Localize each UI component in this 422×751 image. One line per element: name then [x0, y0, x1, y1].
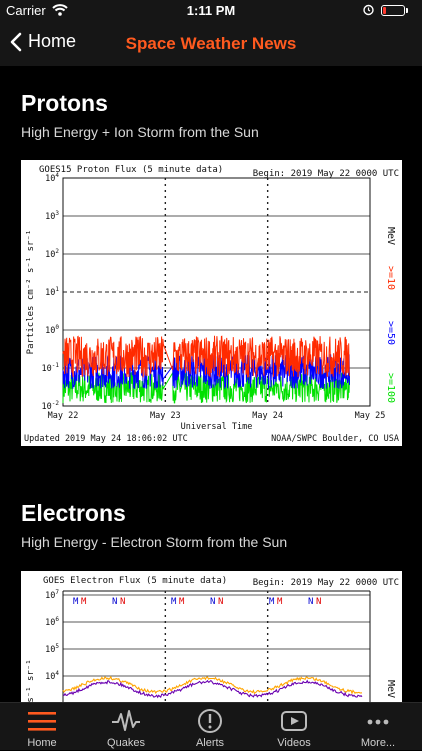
chevron-left-icon — [10, 32, 22, 51]
page-title: Space Weather News — [125, 34, 297, 53]
wifi-icon — [52, 4, 68, 19]
y-tick-label: 103 — [45, 210, 59, 222]
battery-icon — [381, 5, 405, 16]
tab-more-label: More... — [360, 737, 396, 749]
event-marker: M — [171, 597, 177, 607]
x-tick-label: May 25 — [355, 411, 386, 421]
y-tick-exponent: 4 — [55, 172, 59, 179]
tab-quakes[interactable]: Quakes — [84, 703, 168, 751]
legend-entry: >=100 — [385, 373, 396, 403]
tab-bar: Home Quakes Alerts Videos More... — [0, 702, 422, 750]
clock: 1:11 PM — [186, 3, 236, 18]
electron-flux-plot[interactable]: GOES Electron Flux (5 minute data) Begin:… — [21, 571, 402, 702]
y-tick-exponent: 1 — [55, 286, 59, 293]
tab-more[interactable]: More... — [336, 703, 420, 751]
tab-alerts-label: Alerts — [195, 737, 225, 749]
y-tick-exponent: 0 — [55, 324, 59, 331]
back-label: Home — [28, 31, 77, 51]
event-marker: M — [179, 597, 185, 607]
electron-chart: GOES Electron Flux (5 minute data) Begin:… — [26, 576, 399, 702]
y-tick-label: 101 — [45, 286, 59, 298]
chart-begin-label: Begin: 2019 May 22 0000 UTC — [253, 169, 399, 179]
y-tick-exponent: -2 — [52, 400, 60, 407]
battery-level — [383, 7, 386, 14]
y-tick-exponent: -1 — [52, 362, 60, 369]
y-tick-label: 104 — [45, 172, 59, 184]
chart-title: GOES15 Proton Flux (5 minute data) — [39, 165, 223, 175]
series-line-series-purple — [62, 679, 363, 699]
event-marker: N — [112, 597, 117, 607]
navigation-bar: Home Space Weather News — [0, 22, 422, 66]
y-tick-exponent: 5 — [55, 643, 59, 650]
alarm-icon — [362, 3, 375, 19]
content-scroll[interactable]: Protons High Energy + Ion Storm from the… — [0, 66, 422, 702]
tab-home[interactable]: Home — [0, 703, 84, 751]
tab-videos-label: Videos — [277, 737, 311, 749]
legend-entry: >=50 — [385, 321, 396, 345]
back-button[interactable]: Home — [10, 31, 76, 52]
proton-flux-plot[interactable]: GOES15 Proton Flux (5 minute data) Begin:… — [21, 160, 402, 446]
tab-home-label: Home — [27, 737, 57, 749]
legend-entry: >=10 — [385, 266, 396, 290]
electrons-title: Electrons — [21, 500, 126, 526]
status-bar: Carrier 1:11 PM — [0, 0, 422, 22]
event-marker: M — [277, 597, 283, 607]
event-marker: M — [73, 597, 79, 607]
more-icon — [336, 708, 420, 734]
play-icon — [252, 708, 336, 734]
y-tick-exponent: 2 — [55, 248, 59, 255]
chart-begin-label: Begin: 2019 May 22 0000 UTC — [253, 578, 399, 588]
y-axis-label: Particles cm⁻² s⁻¹ sr⁻¹ — [26, 230, 36, 355]
event-marker: N — [316, 597, 321, 607]
y-tick-label: 100 — [45, 324, 59, 336]
y-tick-label: 107 — [45, 589, 59, 601]
y-tick-label: 106 — [45, 616, 59, 628]
y-tick-exponent: 4 — [55, 670, 59, 677]
event-marker: N — [218, 597, 223, 607]
tab-quakes-label: Quakes — [107, 737, 145, 749]
carrier-label: Carrier — [6, 3, 46, 18]
y-tick-label: 105 — [45, 643, 59, 655]
event-marker: N — [210, 597, 215, 607]
y-tick-exponent: 3 — [55, 210, 59, 217]
battery-tip — [406, 8, 408, 13]
protons-subtitle: High Energy + Ion Storm from the Sun — [21, 124, 259, 140]
x-tick-label: May 24 — [252, 411, 283, 421]
event-marker: N — [308, 597, 313, 607]
y-tick-label: 104 — [45, 670, 59, 682]
pulse-icon — [84, 708, 168, 734]
event-marker: M — [81, 597, 87, 607]
x-tick-label: May 22 — [48, 411, 79, 421]
chart-footer-left: Updated 2019 May 24 18:06:02 UTC — [24, 434, 188, 444]
event-marker: N — [120, 597, 125, 607]
x-tick-label: May 23 — [150, 411, 181, 421]
plot-frame — [62, 177, 371, 407]
legend-unit: MeV — [385, 680, 396, 698]
y-axis-label: s⁻¹ sr⁻¹ — [26, 659, 36, 702]
menu-icon — [0, 708, 84, 734]
series-line-series-orange — [62, 675, 363, 695]
tab-videos[interactable]: Videos — [252, 703, 336, 751]
series-line-10 — [62, 335, 350, 378]
electrons-subtitle: High Energy - Electron Storm from the Su… — [21, 534, 288, 550]
tab-alerts[interactable]: Alerts — [168, 703, 252, 751]
alert-icon — [168, 708, 252, 734]
legend-unit: MeV — [385, 227, 396, 245]
protons-title: Protons — [21, 90, 108, 116]
event-marker: M — [269, 597, 275, 607]
proton-chart: GOES15 Proton Flux (5 minute data) Begin:… — [24, 165, 399, 444]
chart-title: GOES Electron Flux (5 minute data) — [43, 576, 227, 586]
chart-footer-right: NOAA/SWPC Boulder, CO USA — [271, 434, 399, 444]
x-axis-label: Universal Time — [181, 422, 253, 432]
y-tick-label: 102 — [45, 248, 59, 260]
y-tick-label: 10-1 — [42, 362, 60, 374]
y-tick-exponent: 7 — [55, 589, 59, 596]
y-tick-exponent: 6 — [55, 616, 59, 623]
